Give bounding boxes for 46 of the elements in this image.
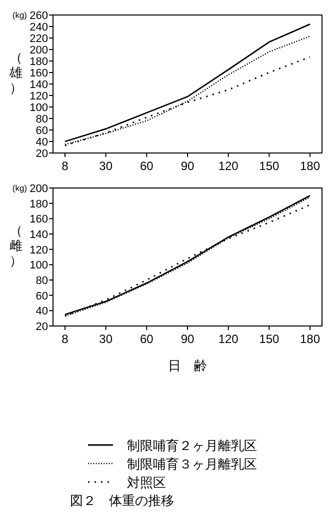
x-tick-label: 180 (300, 159, 320, 173)
x-tick-label: 150 (259, 159, 280, 173)
y-tick-label: 120 (30, 244, 48, 256)
y-tick-label: 260 (30, 10, 48, 22)
x-tick-label: 60 (140, 332, 154, 346)
y-tick-label: 180 (30, 56, 48, 68)
y-axis-title: （雄） (8, 50, 22, 95)
x-tick-label: 180 (300, 332, 320, 346)
x-tick-label: 30 (99, 159, 113, 173)
y-tick-label: 200 (30, 183, 48, 195)
y-tick-label: 40 (36, 306, 48, 318)
y-tick-label: 140 (30, 229, 48, 241)
y-tick-label: 40 (36, 136, 48, 148)
y-axis-title: （雌） (10, 223, 22, 268)
x-tick-label: 90 (180, 332, 194, 346)
x-tick-label: 150 (259, 332, 280, 346)
x-tick-label: 90 (180, 159, 194, 173)
x-tick-label: 30 (99, 332, 113, 346)
y-tick-label: 120 (30, 90, 48, 102)
y-tick-label: 20 (36, 321, 48, 333)
y-tick-label: 160 (30, 68, 48, 80)
y-tick-label: 140 (30, 79, 48, 91)
y-tick-label: 60 (36, 290, 48, 302)
x-tick-label: 8 (62, 159, 69, 173)
y-tick-label: 180 (30, 198, 48, 210)
text: (kg) (12, 183, 28, 193)
y-tick-label: 160 (30, 214, 48, 226)
x-tick-label: 120 (218, 159, 239, 173)
y-tick-label: 200 (30, 44, 48, 56)
x-tick-label: 8 (62, 332, 69, 346)
y-tick-label: 80 (36, 275, 48, 287)
y-tick-label: 80 (36, 114, 48, 126)
y-tick-label: 240 (30, 22, 48, 34)
caption: 図２ 体重の推移 (70, 493, 174, 508)
x-tick-label: 120 (218, 332, 239, 346)
y-tick-label: 20 (36, 148, 48, 160)
text: (kg) (12, 10, 28, 20)
y-tick-label: 60 (36, 125, 48, 137)
legend-label: 制限哺育３ヶ月離乳区 (127, 456, 257, 472)
x-axis-title: 日 齢 (168, 358, 207, 373)
y-tick-label: 220 (30, 33, 48, 45)
y-tick-label: 100 (30, 102, 48, 114)
legend-label: 対照区 (127, 475, 166, 490)
y-tick-label: 100 (30, 260, 48, 272)
legend-label: 制限哺育２ヶ月離乳区 (127, 438, 257, 453)
x-tick-label: 60 (140, 159, 154, 173)
